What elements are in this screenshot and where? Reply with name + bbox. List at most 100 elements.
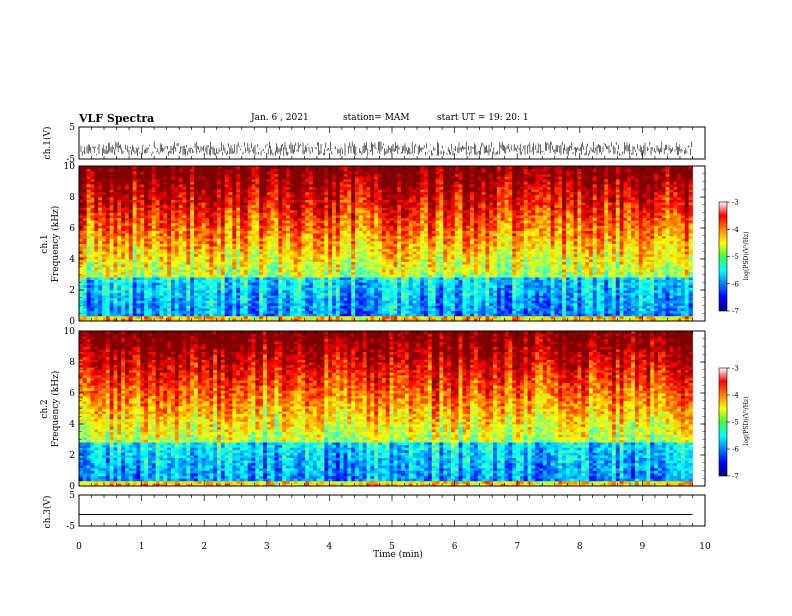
ch1-spectrogram-cell <box>301 189 305 192</box>
ch1-spectrogram-cell <box>229 213 233 216</box>
ch1-spectrogram-cell <box>160 238 164 241</box>
ch1-spectrogram-cell <box>202 295 206 298</box>
ch1-spectrogram-cell <box>321 306 325 309</box>
ch1-spectrogram-cell <box>144 290 148 293</box>
ch1-spectrogram-cell <box>217 174 221 177</box>
ch1-spectrogram-cell <box>252 251 256 254</box>
ch1-spectrogram-cell <box>252 220 256 223</box>
ch1-spectrogram-cell <box>94 225 98 228</box>
ch1-spectrogram-cell <box>321 269 325 272</box>
ch1-spectrogram-cell <box>144 313 148 316</box>
ch1-spectrogram-cell <box>225 249 229 252</box>
ch1-spectrogram-cell <box>252 169 256 172</box>
ch1-spectrogram-cell <box>198 249 202 252</box>
ch1-spectrogram-cell <box>163 295 167 298</box>
ch1-spectrogram-cell <box>217 210 221 213</box>
ch1-spectrogram-cell <box>163 249 167 252</box>
ch1-spectrogram-cell <box>390 277 394 280</box>
ch1-spectrogram-cell <box>378 225 382 228</box>
ch1-spectrogram-cell <box>374 246 378 249</box>
ch1-spectrogram-cell <box>301 298 305 301</box>
ch1-spectrogram-cell <box>298 220 302 223</box>
ch1-spectrogram-cell <box>374 272 378 275</box>
ch1-spectrogram-cell <box>229 225 233 228</box>
ch1-spectrogram-cell <box>378 169 382 172</box>
ch1-spectrogram-cell <box>186 171 190 174</box>
ch1-spectrogram-cell <box>186 316 190 319</box>
ch1-spectrogram-cell <box>91 187 95 190</box>
ch1-spectrogram-cell <box>259 306 263 309</box>
ch1-spectrogram-cell <box>359 241 363 244</box>
ch1-spectrogram-cell <box>305 303 309 306</box>
ch1-spectrogram-cell <box>236 303 240 306</box>
ch1-spectrogram-cell <box>133 236 137 239</box>
ch1-spectrogram-cell <box>313 205 317 208</box>
ch1-spectrogram-cell <box>236 306 240 309</box>
ch1-spectrogram-cell <box>328 246 332 249</box>
ch1-spectrogram-cell <box>232 192 236 195</box>
ch1-spectrogram-cell <box>313 187 317 190</box>
ch1-spectrogram-cell <box>213 210 217 213</box>
ch1-spectrogram-cell <box>171 197 175 200</box>
ch1-spectrogram-cell <box>98 277 102 280</box>
ch1-spectrogram-cell <box>217 213 221 216</box>
ch1-spectrogram-cell <box>121 295 125 298</box>
ch1-spectrogram-cell <box>324 200 328 203</box>
ch1-spectrogram-cell <box>160 254 164 257</box>
ch1-spectrogram-cell <box>163 205 167 208</box>
ch1-spectrogram-cell <box>175 184 179 187</box>
ch1-spectrogram-cell <box>186 282 190 285</box>
ch1-spectrogram-cell <box>137 220 141 223</box>
ch1-spectrogram-cell <box>117 298 121 301</box>
ch1-spectrogram-cell <box>83 293 87 296</box>
ch1-spectrogram-cell <box>98 287 102 290</box>
ch1-spectrogram-cell <box>259 275 263 278</box>
ch1-spectrogram-cell <box>378 280 382 283</box>
ch1-spectrogram-cell <box>213 262 217 265</box>
ch1-spectrogram-cell <box>244 169 248 172</box>
ch1-spectrogram-cell <box>271 184 275 187</box>
ch1-spectrogram-cell <box>347 303 351 306</box>
ch1-spectrogram-cell <box>294 244 298 247</box>
ch1-spectrogram-cell <box>255 231 259 234</box>
ch1-spectrogram-cell <box>152 308 156 311</box>
ch1-spectrogram-cell <box>225 200 229 203</box>
ch1-spectrogram-cell <box>183 225 187 228</box>
ch1-spectrogram-cell <box>313 241 317 244</box>
ch1-spectrogram-cell <box>255 225 259 228</box>
ch1-spectrogram-cell <box>102 308 106 311</box>
ch1-spectrogram-cell <box>148 205 152 208</box>
ch1-spectrogram-cell <box>317 197 321 200</box>
ch1-spectrogram-cell <box>382 311 386 314</box>
ch1-spectrogram-cell <box>163 236 167 239</box>
ch1-spectrogram-cell <box>286 169 290 172</box>
ch1-spectrogram-cell <box>213 272 217 275</box>
ch1-spectrogram-cell <box>129 169 133 172</box>
ch1-spectrogram-cell <box>332 192 336 195</box>
ch1-spectrogram-cell <box>213 295 217 298</box>
ch1-spectrogram-cell <box>290 308 294 311</box>
ch1-spectrogram-cell <box>359 282 363 285</box>
ch1-spectrogram-cell <box>340 282 344 285</box>
ch1-spectrogram-cell <box>140 275 144 278</box>
ch1-spectrogram-cell <box>117 202 121 205</box>
ch1-spectrogram-cell <box>236 197 240 200</box>
ch1-spectrogram-cell <box>160 215 164 218</box>
ch1-spectrogram-cell <box>263 210 267 213</box>
ch1-spectrogram-cell <box>110 169 114 172</box>
ch1-spectrogram-cell <box>121 241 125 244</box>
ch1-spectrogram-cell <box>125 311 129 314</box>
ch1-spectrogram-cell <box>370 192 374 195</box>
ch1-spectrogram-cell <box>167 285 171 288</box>
ch1-spectrogram-cell <box>240 298 244 301</box>
ch1-spectrogram-cell <box>156 251 160 254</box>
ch1-spectrogram-cell <box>186 169 190 172</box>
ch1-spectrogram-cell <box>183 241 187 244</box>
ch1-spectrogram-cell <box>336 254 340 257</box>
ch1-spectrogram-cell <box>344 200 348 203</box>
ch1-spectrogram-cell <box>186 176 190 179</box>
ch1-spectrogram-cell <box>359 313 363 316</box>
ch1-spectrogram-cell <box>275 171 279 174</box>
ch1-spectrogram-cell <box>198 282 202 285</box>
ch1-spectrogram-cell <box>298 238 302 241</box>
